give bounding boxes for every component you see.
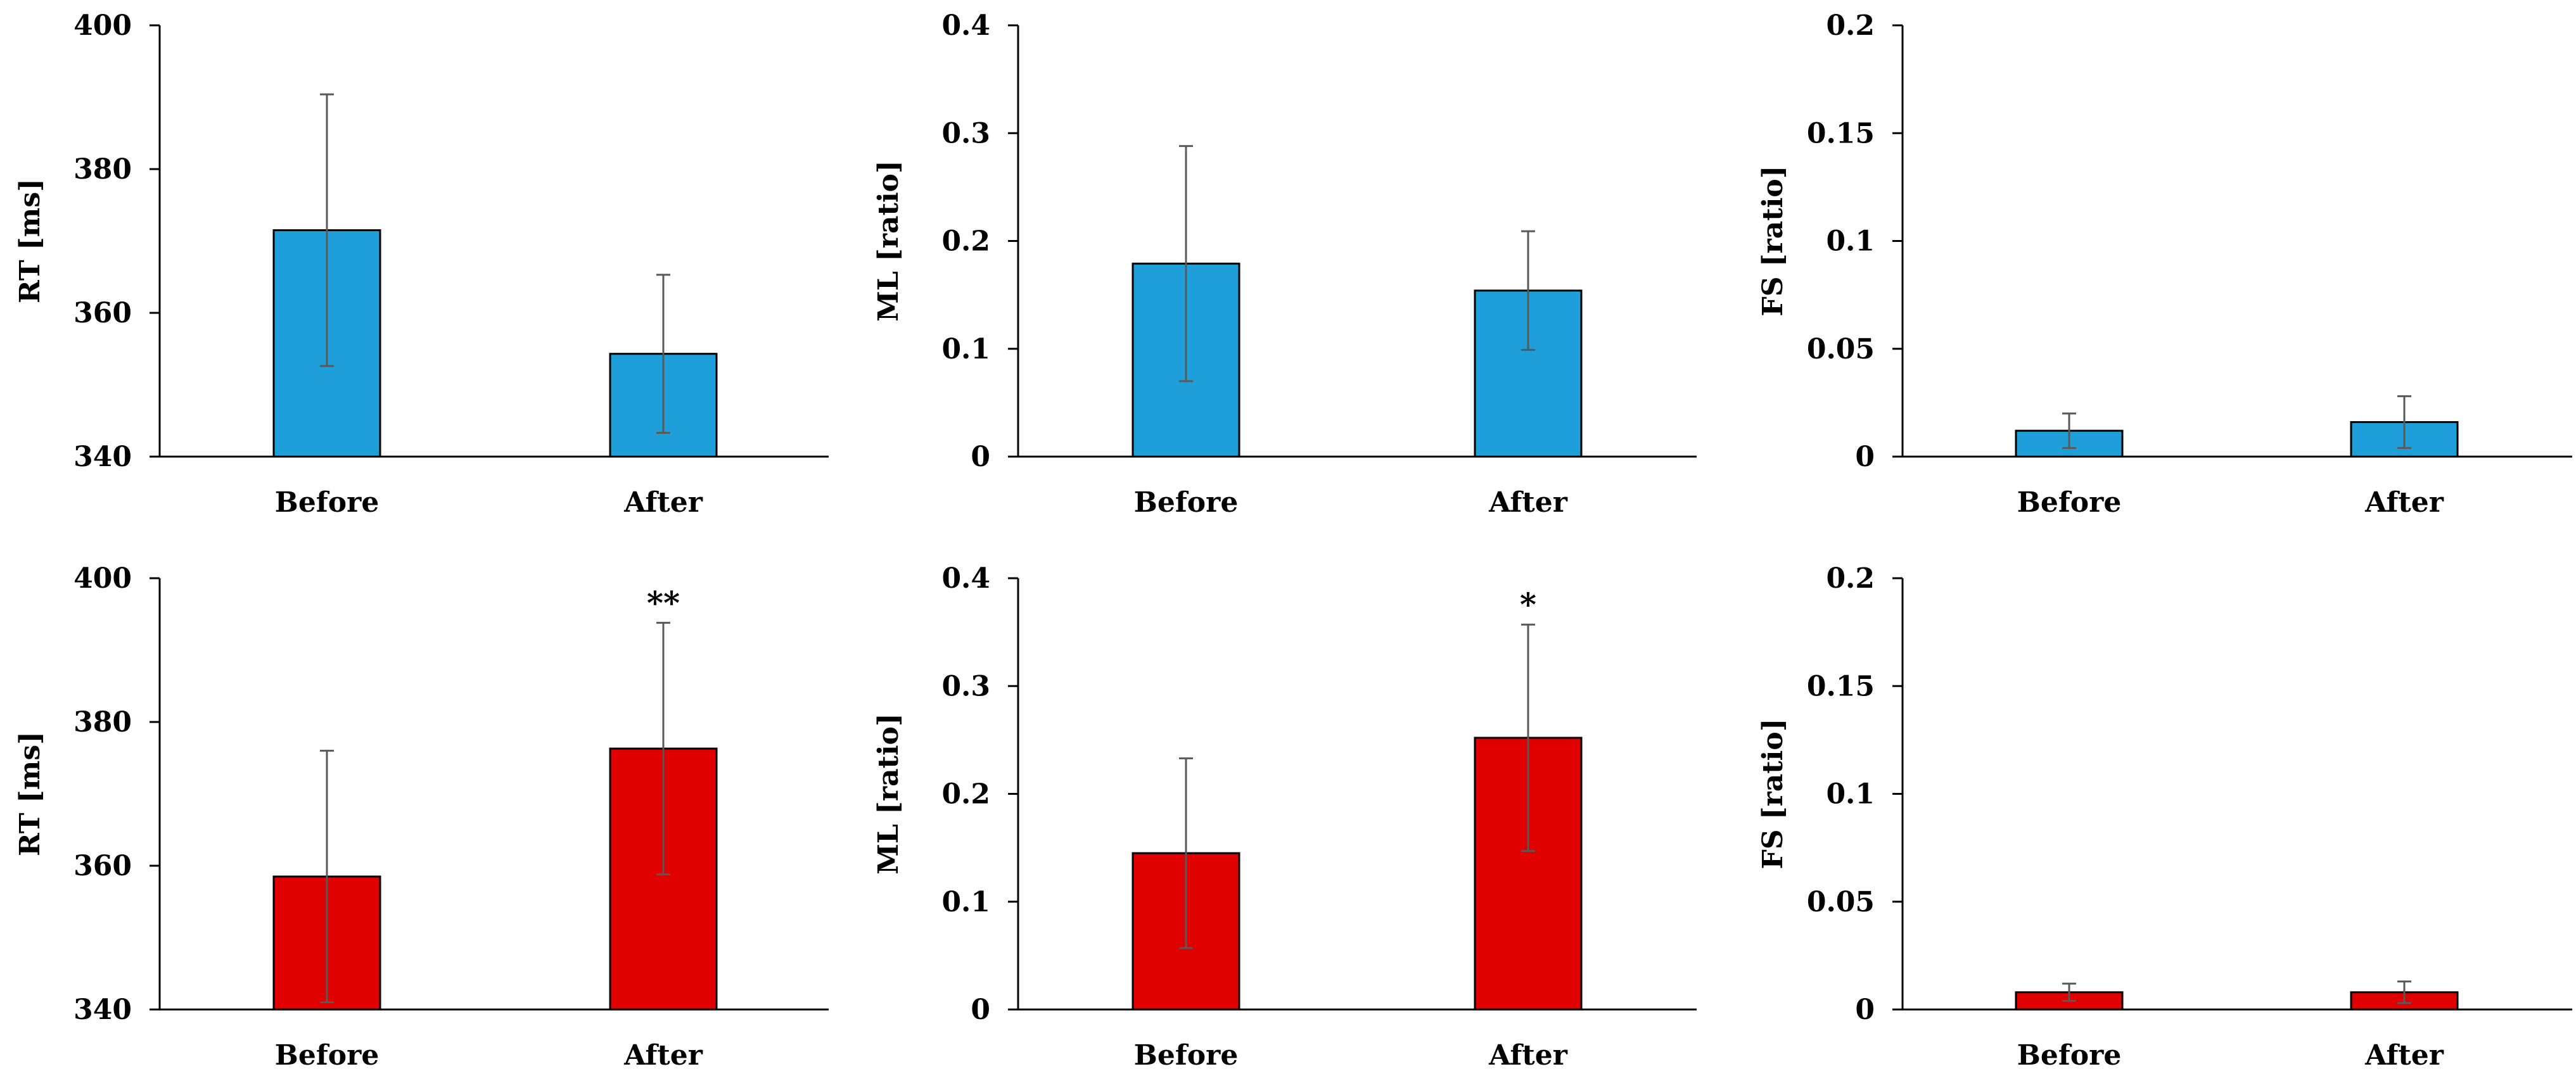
y-tick-label: 0.15: [1807, 117, 1875, 149]
chart-panel-5: 0 0.1 0.2 0.3 0.4 ML [ratio] Before After *: [872, 562, 1697, 1072]
y-tick-label: 380: [73, 706, 132, 738]
chart-panel-1: 340 360 380 400 RT [ms] Before After: [14, 9, 829, 519]
y-tick-label: 0.05: [1807, 886, 1875, 918]
y-axis-label: ML [ratio]: [872, 160, 905, 322]
y-axis-label: RT [ms]: [14, 179, 46, 303]
y-axis-label: FS [ratio]: [1757, 718, 1789, 869]
y-tick-label: 400: [73, 562, 132, 595]
category-label: Before: [2017, 486, 2122, 519]
y-tick-label: 0: [971, 994, 990, 1026]
y-axis-label: ML [ratio]: [872, 713, 905, 875]
category-label: After: [2364, 486, 2444, 519]
significance-marker: *: [1520, 586, 1536, 623]
y-tick-label: 0.3: [941, 670, 990, 702]
y-tick-label: 0.1: [941, 333, 990, 365]
category-label: After: [1488, 1039, 1568, 1072]
chart-panel-6: 0 0.05 0.1 0.15 0.2 FS [ratio] Before After: [1757, 562, 2572, 1072]
y-tick-label: 0: [971, 441, 990, 473]
y-axis-label: FS [ratio]: [1757, 165, 1789, 316]
chart-panel-3: 0 0.05 0.1 0.15 0.2 FS [ratio] Before After: [1757, 9, 2572, 519]
y-tick-label: 0.2: [941, 225, 990, 258]
y-tick-label: 0: [1855, 994, 1875, 1026]
y-tick-label: 0: [1855, 441, 1875, 473]
chart-panel-4: 340 360 380 400 RT [ms] Before After **: [14, 562, 829, 1072]
y-tick-label: 360: [73, 850, 132, 882]
category-label: After: [623, 486, 703, 519]
y-tick-label: 0.3: [941, 117, 990, 149]
chart-panel-2: 0 0.1 0.2 0.3 0.4 ML [ratio] Before After: [872, 9, 1697, 519]
y-tick-label: 0.4: [941, 562, 990, 595]
y-tick-label: 0.2: [941, 778, 990, 811]
y-tick-label: 360: [73, 297, 132, 329]
category-label: After: [623, 1039, 703, 1072]
y-tick-label: 340: [73, 994, 132, 1026]
category-label: Before: [2017, 1039, 2122, 1072]
y-tick-label: 0.15: [1807, 670, 1875, 702]
y-tick-label: 0.1: [1826, 778, 1875, 811]
y-tick-label: 400: [73, 9, 132, 42]
y-tick-label: 0.2: [1826, 9, 1875, 42]
y-tick-label: 0.1: [941, 886, 990, 918]
y-tick-label: 0.4: [941, 9, 990, 42]
category-label: Before: [275, 486, 379, 519]
y-tick-label: 0.05: [1807, 333, 1875, 365]
category-label: Before: [1134, 486, 1239, 519]
y-axis-label: RT [ms]: [14, 731, 46, 856]
category-label: Before: [275, 1039, 379, 1072]
category-label: After: [1488, 486, 1568, 519]
y-tick-label: 380: [73, 153, 132, 186]
category-label: Before: [1134, 1039, 1239, 1072]
significance-marker: **: [647, 584, 680, 621]
y-tick-label: 0.1: [1826, 225, 1875, 258]
y-tick-label: 0.2: [1826, 562, 1875, 595]
category-label: After: [2364, 1039, 2444, 1072]
y-tick-label: 340: [73, 441, 132, 473]
